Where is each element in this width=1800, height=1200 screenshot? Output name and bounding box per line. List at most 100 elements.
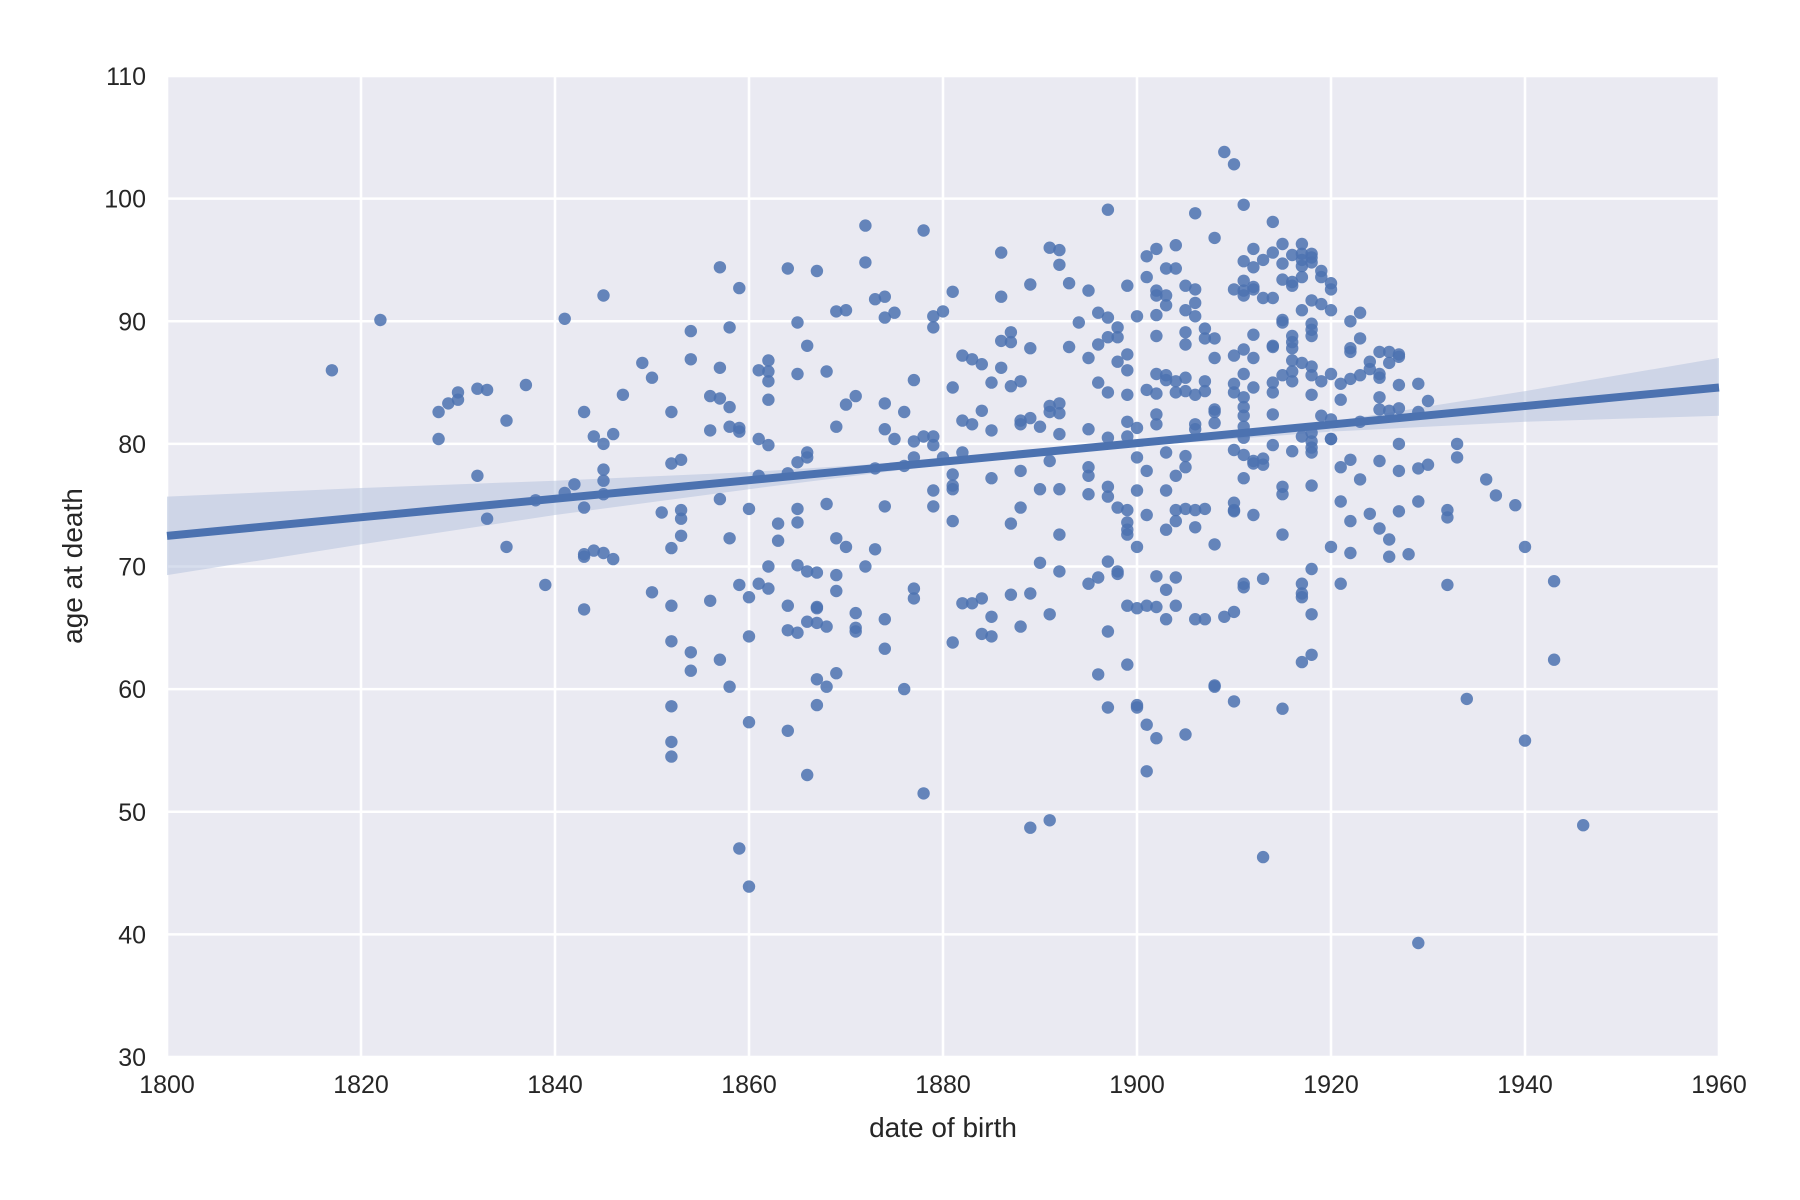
- data-point: [878, 500, 891, 513]
- data-point: [1237, 391, 1250, 404]
- data-point: [1247, 381, 1260, 394]
- data-point: [801, 339, 814, 352]
- data-point: [956, 597, 969, 610]
- data-point: [1014, 501, 1027, 514]
- data-point: [820, 497, 833, 511]
- data-point: [1256, 253, 1270, 267]
- data-point: [1256, 458, 1270, 471]
- data-point: [1179, 326, 1192, 339]
- data-point: [1450, 451, 1464, 464]
- y-axis-label: age at death: [57, 488, 88, 644]
- data-point: [1121, 348, 1134, 361]
- data-point: [985, 376, 998, 389]
- data-point: [1111, 567, 1124, 581]
- data-point: [1082, 488, 1095, 501]
- data-point: [723, 321, 736, 334]
- data-point: [762, 354, 775, 367]
- data-point: [451, 393, 465, 406]
- data-point: [791, 502, 804, 516]
- data-point: [1286, 445, 1299, 458]
- data-point: [965, 353, 979, 366]
- data-point: [1450, 437, 1464, 451]
- y-tick-label: 40: [118, 921, 146, 949]
- data-point: [1286, 248, 1299, 262]
- data-point: [810, 566, 824, 579]
- y-tick-label: 50: [118, 799, 146, 827]
- data-point: [878, 397, 891, 410]
- data-point: [1421, 458, 1435, 471]
- data-point: [1014, 418, 1027, 431]
- data-point: [1208, 332, 1221, 345]
- data-point: [1315, 270, 1328, 284]
- data-point: [432, 405, 445, 419]
- data-point: [1237, 367, 1250, 381]
- data-point: [674, 503, 688, 517]
- data-point: [1383, 356, 1396, 370]
- data-point: [1237, 472, 1250, 485]
- data-point: [1053, 565, 1066, 578]
- data-point: [597, 289, 610, 302]
- data-point: [616, 388, 630, 401]
- data-point: [791, 316, 804, 329]
- data-point: [1286, 279, 1299, 292]
- data-point: [374, 313, 387, 327]
- data-point: [1227, 443, 1241, 457]
- data-point: [1334, 461, 1347, 474]
- data-point: [1043, 241, 1056, 254]
- data-point: [820, 680, 833, 693]
- data-point: [1324, 432, 1338, 446]
- data-point: [1334, 495, 1347, 508]
- data-point: [1305, 648, 1318, 661]
- data-point: [1247, 508, 1260, 522]
- data-point: [1256, 850, 1270, 864]
- data-point: [965, 597, 979, 610]
- data-point: [1189, 521, 1202, 534]
- data-point: [684, 664, 697, 677]
- data-point: [1198, 613, 1212, 626]
- data-point: [442, 397, 455, 410]
- data-point: [1121, 599, 1134, 612]
- data-point: [480, 512, 494, 525]
- data-point: [1092, 376, 1105, 389]
- data-point: [1305, 369, 1318, 382]
- data-point: [1305, 360, 1318, 373]
- data-point: [907, 435, 921, 448]
- data-point: [995, 290, 1008, 303]
- data-point: [733, 281, 746, 295]
- data-point: [839, 540, 853, 554]
- data-point: [1227, 605, 1241, 619]
- data-point: [1130, 602, 1144, 615]
- data-point: [1305, 294, 1318, 307]
- data-point: [1295, 237, 1309, 251]
- data-point: [1295, 259, 1309, 273]
- data-point: [1392, 505, 1406, 518]
- data-point: [1053, 397, 1066, 410]
- data-point: [1286, 342, 1299, 355]
- data-point: [1169, 599, 1183, 612]
- data-point: [1286, 365, 1299, 378]
- data-point: [1024, 411, 1037, 425]
- data-point: [1179, 449, 1192, 463]
- data-point: [1179, 279, 1192, 292]
- y-tick-label: 30: [118, 1044, 146, 1072]
- data-point: [1179, 384, 1192, 398]
- data-point: [839, 304, 853, 317]
- data-point: [1121, 430, 1134, 443]
- data-point: [1383, 533, 1396, 546]
- data-point: [771, 534, 785, 547]
- data-point: [1053, 407, 1066, 420]
- data-point: [1130, 310, 1144, 323]
- data-point: [1276, 257, 1289, 270]
- data-point: [781, 724, 794, 737]
- data-point: [1062, 340, 1076, 354]
- data-point: [1577, 819, 1590, 832]
- data-point: [1295, 591, 1309, 604]
- data-point: [956, 414, 969, 427]
- data-point: [1266, 291, 1280, 305]
- x-tick-label: 1820: [333, 1071, 389, 1099]
- x-tick-label: 1920: [1303, 1071, 1359, 1099]
- data-point: [1334, 393, 1347, 406]
- x-tick-label: 1960: [1691, 1071, 1747, 1099]
- data-point: [859, 560, 872, 573]
- data-point: [1159, 523, 1173, 536]
